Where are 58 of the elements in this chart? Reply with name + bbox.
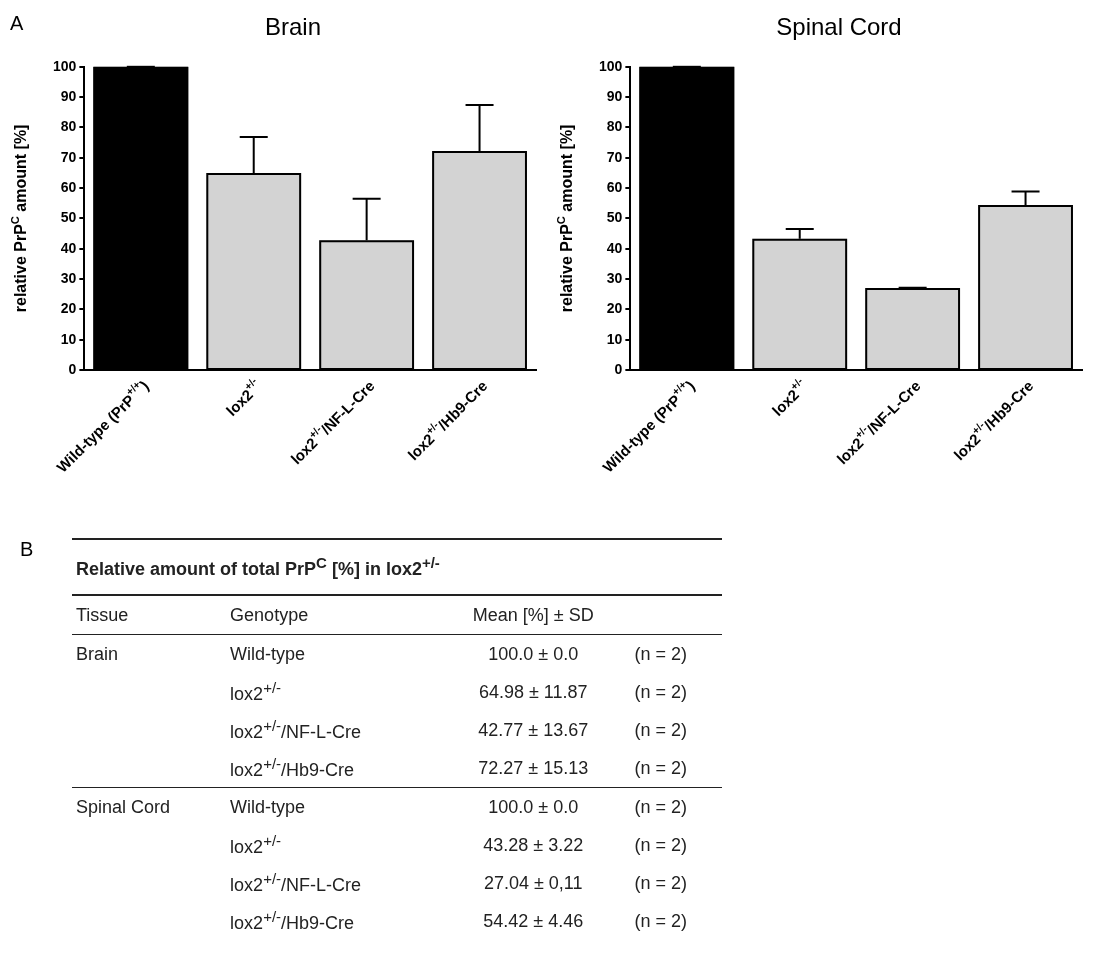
text: (n = 2) (633, 680, 689, 704)
text: 100.0 ± 0.0 (435, 787, 631, 826)
text: (n = 2) (633, 909, 689, 933)
y-tick-label: 80 (606, 118, 623, 135)
text: 54.42 ± 4.46 (482, 909, 585, 933)
text: Wild-type (229, 642, 307, 666)
text: Tissue (72, 595, 227, 635)
text: 42.77 ± 13.67 (477, 718, 590, 742)
text: lox2$^{+/-}$/Hb9-Cre (229, 754, 356, 782)
text: 43.28 ± 3.22 (482, 833, 585, 857)
text: (n = 2) (633, 642, 689, 666)
y-axis-title: relative PrPC amount [%] (8, 124, 30, 313)
y-tick-label: 50 (60, 209, 77, 226)
y-tick-label: 100 (53, 57, 77, 74)
text: lox2$^{+/-}$/NF-L-Cre (229, 869, 363, 897)
y-tick-label: 0 (68, 360, 77, 377)
text: lox2$^{+/-}$ (229, 678, 283, 706)
text: Mean [%] ± SD (435, 595, 631, 635)
text: lox2$^{+/-}$/Hb9-Cre (229, 907, 356, 935)
y-tick-label: 50 (606, 209, 623, 226)
text: (n = 2) (630, 787, 722, 826)
y-tick-label: 90 (60, 87, 77, 104)
y-tick-label: 20 (60, 300, 77, 317)
y-tick-label: 60 (606, 178, 623, 195)
text: B (20, 538, 34, 561)
text: lox2$^{+/-}$/NF-L-Cre (229, 716, 363, 744)
text: Relative amount of total PrP$^{C}$ [%] in lox2$^{+/-}$ (72, 539, 722, 595)
text: 64.98 ± 11.87 (477, 680, 589, 704)
y-axis-title: relative PrPC amount [%] (554, 124, 576, 313)
y-tick-label: 90 (606, 87, 623, 104)
y-tick-label: 0 (614, 360, 623, 377)
chart-title: Spinal Cord (776, 13, 902, 41)
text: lox2$^{+/-}$ (229, 831, 283, 859)
text: Wild-type (226, 787, 436, 826)
text: 27.04 ± 0,11 (482, 871, 584, 895)
y-tick-label: 70 (60, 148, 77, 165)
y-tick-label: 30 (60, 269, 77, 286)
y-tick-label: 80 (60, 118, 77, 135)
y-tick-label: 100 (599, 57, 623, 74)
y-tick-label: 60 (60, 178, 77, 195)
y-tick-label: 40 (606, 239, 623, 256)
text: (n = 2) (633, 833, 689, 857)
text: Spinal Cord (72, 787, 227, 826)
text: A (10, 11, 24, 34)
y-tick-label: 40 (60, 239, 77, 256)
text: Brain (75, 642, 120, 666)
chart-title: Brain (264, 13, 322, 41)
y-tick-label: 10 (606, 330, 623, 347)
y-tick-label: 70 (606, 148, 623, 165)
text: 100.0 ± 0.0 (487, 642, 580, 666)
text: (n = 2) (633, 871, 689, 895)
text: (n = 2) (633, 718, 689, 742)
y-tick-label: 20 (606, 300, 623, 317)
text: (n = 2) (633, 756, 689, 780)
text: Genotype (226, 595, 436, 635)
y-tick-label: 30 (606, 269, 623, 286)
y-tick-label: 10 (60, 330, 77, 347)
text: 72.27 ± 15.13 (477, 756, 590, 780)
